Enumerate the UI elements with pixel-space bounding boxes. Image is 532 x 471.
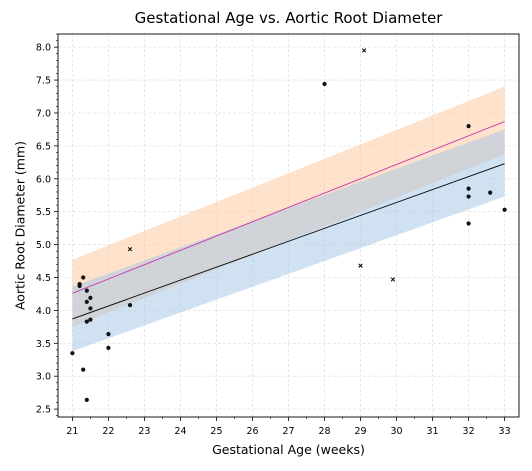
fit-line [72, 121, 505, 294]
dot-point [466, 186, 471, 191]
dot-point [84, 288, 89, 293]
y-tick-label: 2.5 [36, 405, 51, 416]
y-tick-label: 6.0 [36, 174, 51, 185]
dot-point [466, 194, 471, 199]
dot-point [88, 306, 93, 311]
fit-line [72, 163, 505, 320]
dot-point [488, 190, 493, 195]
y-tick-label: 8.0 [36, 43, 51, 54]
dot-point [502, 207, 507, 212]
x-marker-stroke [127, 247, 133, 252]
dot-point [70, 351, 75, 356]
chart-title: Gestational Age vs. Aortic Root Diameter [135, 9, 444, 27]
dot-point [466, 124, 471, 129]
x-marker-point [390, 277, 396, 282]
x-tick-label: 28 [318, 426, 330, 437]
y-axis-label: Aortic Root Diameter (mm) [12, 141, 27, 310]
dot-point [88, 317, 93, 322]
x-tick-label: 33 [499, 426, 511, 437]
x-marker-point [127, 247, 133, 252]
y-tick-label: 3.5 [36, 339, 51, 350]
x-marker-stroke [361, 48, 367, 53]
x-marker-stroke [390, 277, 396, 282]
x-tick-label: 25 [210, 426, 222, 437]
dot-point [106, 331, 111, 337]
x-tick-label: 30 [391, 426, 403, 437]
dot-point [84, 299, 89, 304]
x-tick-label: 22 [102, 426, 114, 437]
confidence-bands [72, 86, 505, 352]
dot-point [81, 275, 86, 280]
x-marker-point [361, 48, 367, 53]
x-tick-label: 21 [66, 426, 78, 437]
y-tick-label: 6.5 [36, 141, 51, 152]
dot-point [106, 345, 111, 351]
y-tick-label: 5.5 [36, 207, 51, 218]
fit-lines [72, 121, 505, 320]
dot-point [88, 295, 93, 300]
x-tick-label: 23 [138, 426, 150, 437]
y-tick-label: 4.5 [36, 273, 51, 284]
x-tick-label: 27 [282, 426, 294, 437]
dot-point [84, 397, 89, 402]
data-points [70, 48, 507, 402]
dot-point [84, 319, 89, 324]
y-tick-label: 4.0 [36, 306, 51, 317]
dot-point [77, 283, 82, 289]
y-tick-label: 7.5 [36, 76, 51, 87]
x-tick-label: 26 [246, 426, 258, 437]
dot-point [81, 367, 86, 372]
confidence-band [72, 129, 505, 352]
x-tick-label: 32 [463, 426, 475, 437]
y-tick-label: 3.0 [36, 372, 51, 383]
x-marker-stroke [358, 263, 363, 268]
x-tick-label: 31 [427, 426, 439, 437]
y-tick-label: 7.0 [36, 108, 51, 119]
dot-point [466, 221, 471, 226]
x-tick-label: 29 [354, 426, 366, 437]
axis-ticks: 21 22 23 24 25 26 27 28 29 30 31 32 33 2.5 3.0 3.5 4.0 4.… [36, 33, 511, 437]
y-tick-label: 5.0 [36, 240, 51, 251]
dot-point [127, 303, 133, 308]
x-marker-point [358, 263, 363, 268]
dot-point [322, 81, 327, 87]
x-axis-label: Gestational Age (weeks) [212, 442, 365, 457]
x-tick-label: 24 [174, 426, 186, 437]
